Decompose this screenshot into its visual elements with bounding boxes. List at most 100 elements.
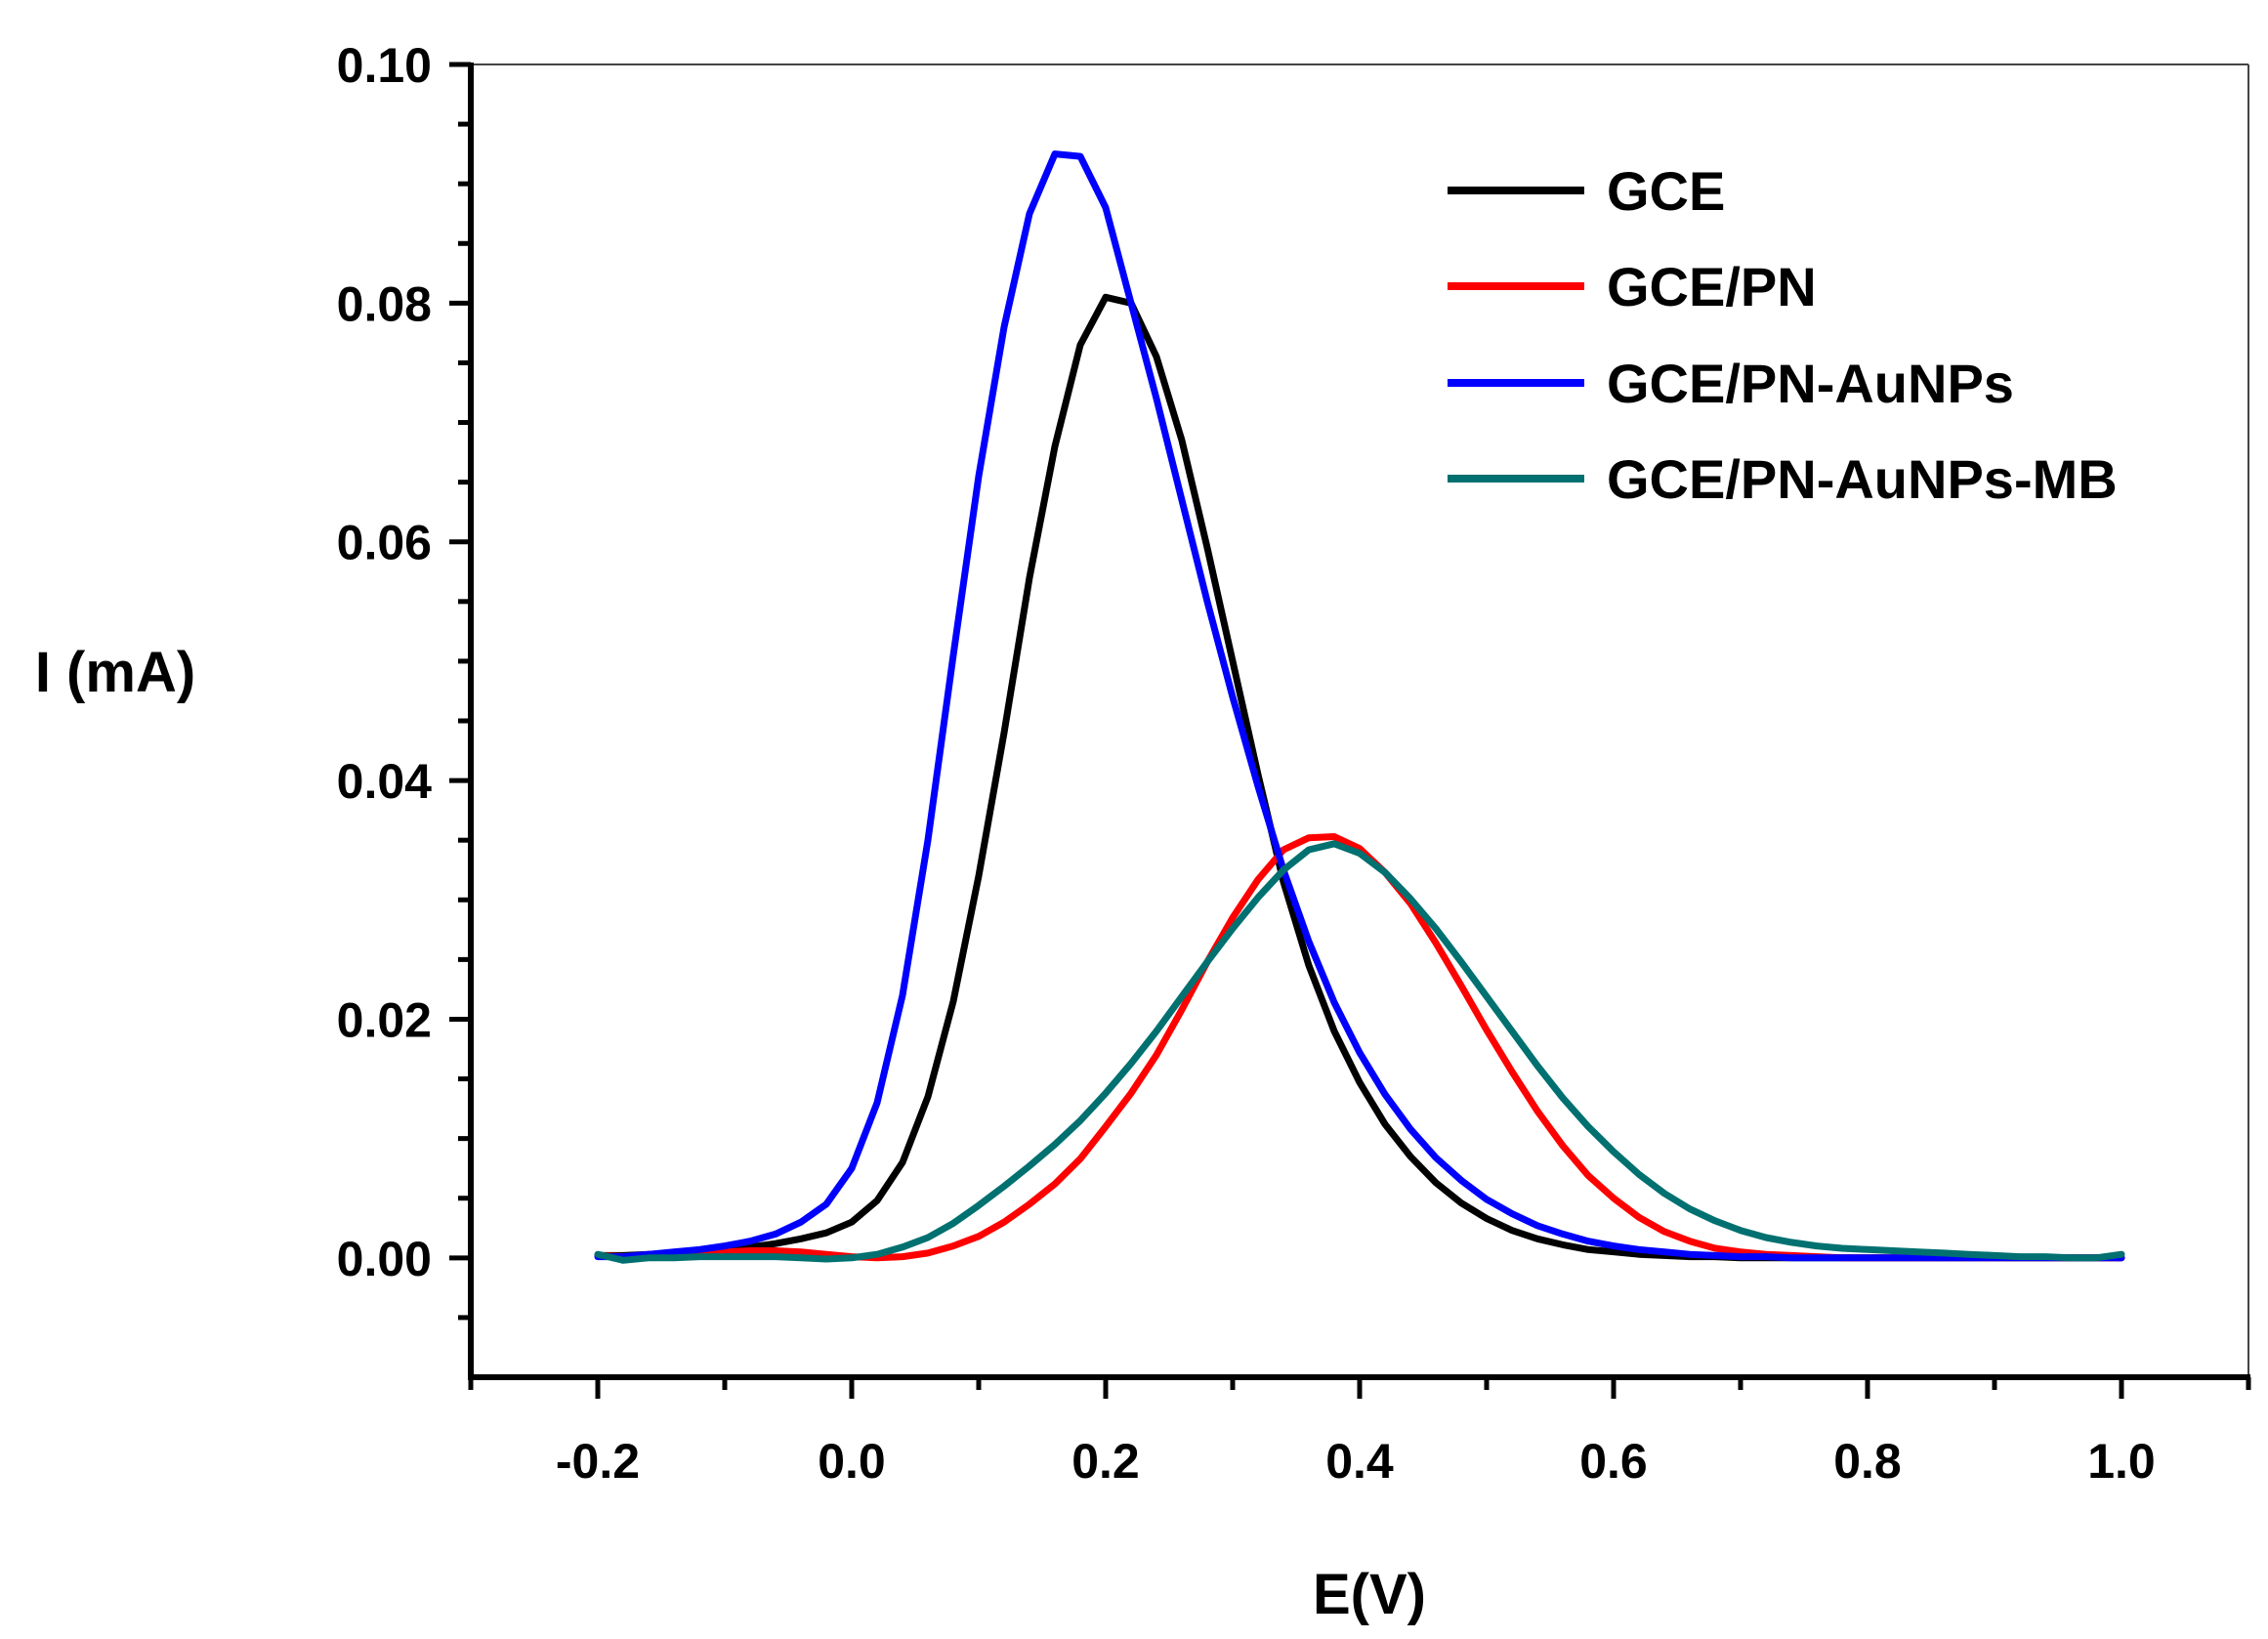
data-point xyxy=(874,1100,880,1106)
data-point xyxy=(773,1247,778,1253)
data-point xyxy=(1103,1090,1109,1096)
data-point xyxy=(798,1249,804,1255)
data-point xyxy=(747,1247,753,1253)
data-point xyxy=(1687,1239,1693,1244)
data-point xyxy=(1001,1219,1007,1225)
data-point xyxy=(1255,895,1261,901)
data-point xyxy=(2093,1255,2099,1261)
data-point xyxy=(1154,1052,1159,1058)
data-point xyxy=(925,1235,931,1240)
data-point xyxy=(1357,1079,1363,1085)
data-point xyxy=(1407,896,1413,902)
data-point xyxy=(1179,993,1185,999)
data-point xyxy=(696,1254,702,1260)
data-point xyxy=(925,837,931,843)
data-point xyxy=(1738,1254,1743,1260)
data-point xyxy=(722,1243,728,1249)
data-point xyxy=(976,873,982,879)
legend-label: GCE/PN-AuNPs xyxy=(1607,353,2014,414)
data-point xyxy=(1636,1246,1642,1252)
data-point xyxy=(1281,847,1286,853)
legend: GCE GCE/PN GCE/PN-AuNPs GCE/PN-AuNPs-MB xyxy=(1448,160,2118,510)
data-point xyxy=(1865,1246,1870,1252)
data-point xyxy=(1077,1117,1083,1123)
data-point xyxy=(1306,939,1312,945)
data-point xyxy=(1560,1241,1566,1247)
data-point xyxy=(976,1202,982,1208)
y-tick-label: 0.00 xyxy=(337,1232,432,1286)
data-point xyxy=(1458,983,1464,988)
data-point xyxy=(1357,851,1363,857)
data-point xyxy=(1052,1181,1058,1187)
data-point xyxy=(1027,1163,1032,1169)
data-point xyxy=(1458,1177,1464,1183)
data-point xyxy=(976,1234,982,1240)
data-point xyxy=(1484,1215,1490,1221)
data-point xyxy=(671,1255,677,1261)
data-point xyxy=(1458,1200,1464,1206)
data-point xyxy=(823,1230,829,1236)
data-point xyxy=(620,1257,626,1263)
data-point xyxy=(1382,1121,1388,1127)
data-point xyxy=(950,998,956,1004)
data-point xyxy=(1331,999,1337,1005)
data-point xyxy=(1331,834,1337,840)
data-point xyxy=(1103,294,1109,300)
data-point xyxy=(2017,1254,2023,1260)
data-point xyxy=(1534,1109,1540,1114)
data-point xyxy=(900,1159,905,1165)
data-point xyxy=(1661,1249,1667,1255)
data-point xyxy=(595,1251,601,1257)
data-point xyxy=(1484,1197,1490,1202)
data-point xyxy=(874,1198,880,1203)
data-point xyxy=(1357,1050,1363,1056)
data-point xyxy=(1001,730,1007,735)
data-point xyxy=(1154,354,1159,359)
data-point xyxy=(1484,1027,1490,1032)
data-point xyxy=(1661,1229,1667,1235)
data-point xyxy=(1788,1255,1794,1261)
data-point xyxy=(1484,993,1490,999)
data-point xyxy=(1687,1206,1693,1212)
data-point xyxy=(1128,1090,1134,1096)
data-point xyxy=(1788,1240,1794,1245)
data-point xyxy=(696,1246,702,1252)
data-point xyxy=(1941,1250,1947,1256)
data-point xyxy=(722,1254,728,1260)
legend-label: GCE/PN-AuNPs-MB xyxy=(1607,448,2118,510)
legend-label: GCE/PN xyxy=(1607,256,1817,317)
data-point xyxy=(976,474,982,480)
data-point xyxy=(1331,1029,1337,1034)
x-tick-label: -0.2 xyxy=(556,1434,640,1489)
data-point xyxy=(849,1255,855,1261)
data-point xyxy=(1534,1236,1540,1241)
data-point xyxy=(1179,497,1185,503)
data-point xyxy=(1433,1155,1439,1160)
data-point xyxy=(1509,1029,1515,1034)
data-point xyxy=(1255,783,1261,789)
x-tick-label: 0.2 xyxy=(1071,1434,1140,1489)
data-point xyxy=(1306,962,1312,968)
data-point xyxy=(1814,1243,1820,1249)
data-point xyxy=(1585,1239,1591,1244)
data-point xyxy=(1407,1154,1413,1159)
data-point xyxy=(1534,1223,1540,1229)
data-point xyxy=(1052,1142,1058,1148)
data-point xyxy=(1865,1255,1870,1261)
data-point xyxy=(1230,926,1236,932)
data-point xyxy=(1306,835,1312,841)
data-point xyxy=(1585,1123,1591,1129)
data-point xyxy=(798,1219,804,1225)
data-point xyxy=(1941,1255,1947,1261)
data-point xyxy=(950,652,956,658)
data-point xyxy=(1027,574,1032,580)
data-point xyxy=(1382,1091,1388,1097)
y-tick-label: 0.08 xyxy=(337,276,432,331)
data-point xyxy=(798,1236,804,1241)
data-point xyxy=(925,1094,931,1100)
data-point xyxy=(2042,1254,2048,1260)
data-point xyxy=(1915,1255,1921,1261)
series-layer xyxy=(594,150,2125,1264)
data-point xyxy=(1230,694,1236,700)
data-point xyxy=(1712,1252,1718,1258)
